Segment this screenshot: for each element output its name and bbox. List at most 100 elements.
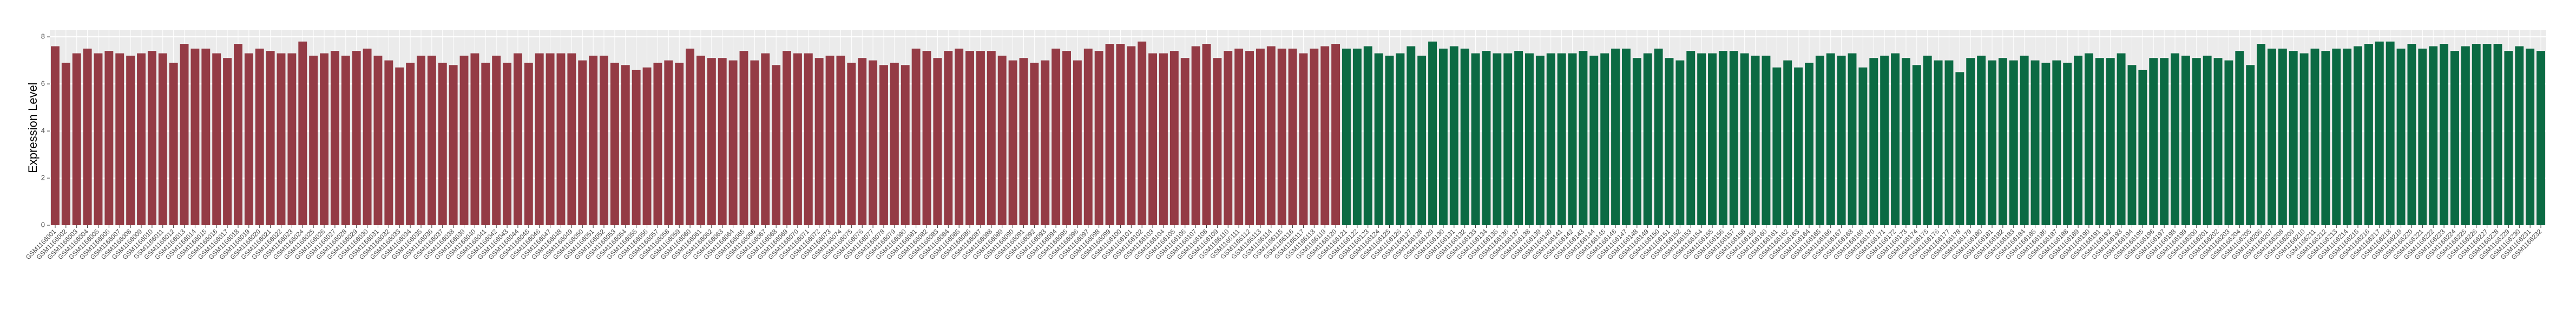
bar bbox=[814, 58, 824, 225]
bar bbox=[1041, 60, 1050, 225]
bar bbox=[2020, 55, 2029, 225]
bar bbox=[94, 53, 103, 226]
bar bbox=[1288, 48, 1297, 226]
bar bbox=[137, 53, 146, 226]
bar bbox=[2375, 41, 2384, 226]
bar bbox=[1127, 46, 1136, 225]
bar bbox=[1266, 46, 1276, 225]
bar bbox=[901, 65, 910, 225]
bar bbox=[1310, 48, 1319, 226]
bar bbox=[1094, 51, 1103, 225]
bar bbox=[1966, 58, 1975, 225]
bar bbox=[470, 53, 479, 226]
bar bbox=[309, 55, 318, 225]
bar bbox=[1438, 48, 1448, 226]
bar bbox=[266, 51, 275, 225]
bar bbox=[503, 62, 512, 225]
bar bbox=[1869, 58, 1878, 225]
bar bbox=[2160, 58, 2169, 225]
bar bbox=[373, 55, 383, 225]
bar bbox=[2235, 51, 2244, 225]
bar bbox=[147, 51, 156, 225]
y-axis-title: Expression Level bbox=[26, 82, 40, 173]
bar bbox=[1008, 60, 1017, 225]
bar bbox=[2041, 62, 2051, 225]
bar bbox=[1729, 51, 1738, 225]
bar bbox=[1988, 60, 1996, 225]
bar bbox=[427, 55, 436, 225]
bar bbox=[459, 55, 469, 225]
bar bbox=[1202, 44, 1211, 226]
bar bbox=[2181, 55, 2190, 225]
bar bbox=[513, 53, 522, 226]
bar bbox=[2321, 51, 2330, 225]
bar bbox=[2084, 53, 2093, 226]
bar bbox=[1030, 62, 1039, 225]
bar bbox=[1944, 60, 1954, 225]
bar bbox=[1396, 53, 1405, 226]
bar bbox=[1374, 53, 1383, 226]
bar bbox=[546, 53, 555, 226]
bar bbox=[890, 62, 899, 225]
bar bbox=[1213, 58, 1222, 225]
bar bbox=[1352, 48, 1362, 226]
bar bbox=[1234, 48, 1244, 226]
bar bbox=[169, 62, 178, 225]
bar bbox=[1417, 55, 1427, 225]
bar bbox=[1686, 51, 1696, 225]
y-tick-label: 6 bbox=[41, 79, 45, 87]
bar bbox=[1568, 53, 1577, 226]
bar bbox=[2343, 48, 2352, 226]
bar bbox=[793, 53, 802, 226]
bar bbox=[632, 69, 641, 225]
bar bbox=[1632, 58, 1641, 225]
bar bbox=[2278, 48, 2287, 226]
bar bbox=[341, 55, 350, 225]
bar bbox=[750, 60, 759, 225]
bar bbox=[1245, 51, 1254, 225]
bar bbox=[2440, 44, 2449, 226]
bar bbox=[578, 60, 587, 225]
bar bbox=[686, 48, 695, 226]
bar bbox=[653, 62, 662, 225]
bar bbox=[1138, 41, 1147, 226]
bar bbox=[1708, 53, 1717, 226]
bar bbox=[201, 48, 211, 226]
bar bbox=[1503, 53, 1513, 226]
bar bbox=[2504, 51, 2513, 225]
bar bbox=[2418, 48, 2427, 226]
bar bbox=[1277, 48, 1286, 226]
bar bbox=[50, 46, 60, 225]
bar bbox=[783, 51, 791, 225]
bar bbox=[212, 53, 221, 226]
bar bbox=[1514, 51, 1523, 225]
bar bbox=[1643, 53, 1652, 226]
bar bbox=[2030, 60, 2040, 225]
bar bbox=[2354, 46, 2362, 225]
bar bbox=[1934, 60, 1943, 225]
bar bbox=[1977, 55, 1986, 225]
y-tick-label: 4 bbox=[41, 126, 45, 134]
bar bbox=[1611, 48, 1620, 226]
bar bbox=[1460, 48, 1469, 226]
bar bbox=[1116, 44, 1125, 226]
bar bbox=[944, 51, 953, 225]
bar bbox=[2246, 65, 2255, 225]
bar bbox=[2493, 44, 2502, 226]
bar bbox=[1535, 55, 1545, 225]
bar bbox=[1493, 53, 1502, 226]
bar bbox=[61, 62, 70, 225]
bar bbox=[2515, 46, 2524, 225]
bar bbox=[1718, 51, 1727, 225]
bar bbox=[911, 48, 921, 226]
bar bbox=[2536, 51, 2546, 225]
bar bbox=[1471, 53, 1480, 226]
bar bbox=[707, 58, 716, 225]
bar bbox=[869, 60, 878, 225]
bar bbox=[836, 55, 845, 225]
bar bbox=[234, 44, 242, 226]
bar bbox=[406, 62, 415, 225]
bar bbox=[320, 53, 328, 226]
bar bbox=[2095, 58, 2104, 225]
